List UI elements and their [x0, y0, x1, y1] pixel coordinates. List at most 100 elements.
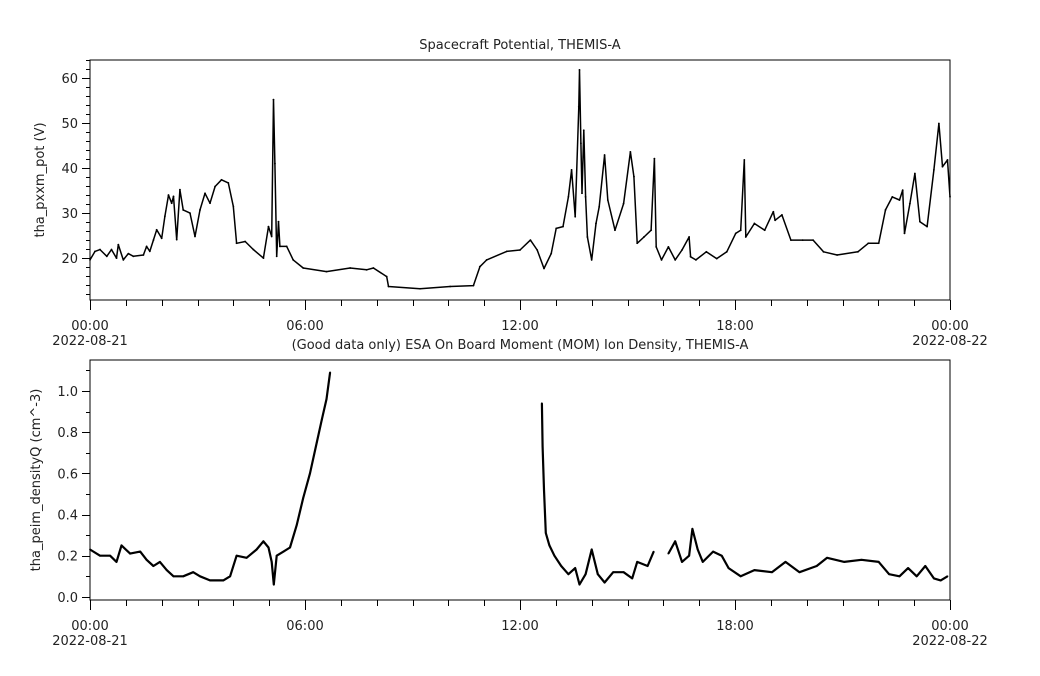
bottom-ytick-label: 1.0	[57, 385, 78, 400]
top-data-point	[643, 236, 645, 238]
top-data-point	[891, 195, 894, 198]
top-data-point	[163, 215, 166, 218]
top-xtick-date-label: 2022-08-22	[912, 334, 988, 349]
bottom-data-point	[120, 544, 123, 547]
top-data-point	[99, 248, 101, 251]
top-data-point	[267, 225, 270, 228]
bottom-data-point	[209, 579, 211, 582]
bottom-xtick-date-label: 2022-08-21	[52, 634, 128, 649]
top-data-point	[590, 259, 593, 261]
bottom-data-point	[295, 523, 298, 526]
top-xtick-time-label: 18:00	[716, 319, 753, 334]
top-data-point	[790, 239, 792, 242]
top-xtick-time-label: 12:00	[501, 319, 538, 334]
top-data-point	[292, 259, 295, 261]
bottom-data-point	[739, 575, 742, 578]
top-data-point	[349, 267, 352, 269]
top-data-point	[903, 232, 906, 235]
top-data-point	[105, 255, 108, 258]
bottom-data-point	[843, 560, 846, 563]
top-data-point	[536, 249, 539, 251]
top-data-point	[252, 248, 255, 251]
top-data-point	[715, 257, 718, 260]
top-data-point	[822, 250, 825, 253]
bottom-data-point	[646, 565, 649, 567]
top-data-point	[365, 268, 368, 271]
top-data-line	[89, 69, 951, 290]
top-data-point	[570, 168, 573, 171]
bottom-data-point	[567, 573, 570, 576]
top-data-point	[204, 192, 206, 195]
bottom-data-point	[674, 540, 677, 543]
top-data-point	[122, 259, 125, 261]
top-data-point	[152, 239, 155, 242]
bottom-data-point	[270, 560, 273, 563]
top-data-point	[567, 195, 570, 198]
top-data-point	[578, 69, 581, 71]
top-data-point	[582, 129, 585, 132]
bottom-data-point	[784, 560, 787, 563]
bottom-data-point	[329, 371, 331, 374]
top-data-point	[603, 154, 606, 156]
bottom-data-point	[578, 583, 581, 586]
bottom-data-point	[603, 581, 606, 584]
bottom-data-point	[560, 565, 563, 567]
top-data-point	[606, 199, 609, 201]
bottom-data-point	[99, 554, 101, 557]
bottom-data-point	[696, 548, 699, 551]
top-data-point	[801, 239, 804, 242]
top-data-point	[763, 229, 766, 232]
top-data-point	[689, 255, 692, 258]
bottom-data-point	[924, 565, 927, 567]
top-data-point	[574, 215, 577, 218]
top-data-point	[836, 254, 839, 256]
bottom-data-point	[229, 575, 232, 578]
top-data-point	[725, 250, 728, 253]
bottom-data-point	[272, 583, 275, 586]
bottom-xtick-time-label: 00:00	[71, 619, 108, 634]
top-data-point	[244, 240, 247, 243]
top-data-point	[529, 239, 532, 242]
top-data-point	[857, 250, 859, 253]
bottom-data-point	[158, 560, 161, 563]
top-data-point	[543, 267, 545, 270]
bottom-xtick-time-label: 06:00	[286, 619, 323, 634]
top-data-point	[279, 245, 281, 248]
bottom-data-point	[139, 550, 142, 553]
top-data-point	[167, 194, 170, 196]
bottom-data-point	[590, 548, 593, 551]
bottom-data-point	[282, 550, 285, 553]
bottom-data-point	[622, 571, 625, 574]
bottom-ytick-label: 0.8	[57, 426, 78, 441]
top-data-point	[274, 162, 276, 165]
bottom-xtick-time-label: 00:00	[931, 619, 968, 634]
top-panel-ylabel: tha_pxxm_pot (V)	[33, 122, 48, 237]
bottom-data-point	[129, 552, 132, 555]
bottom-data-point	[771, 571, 773, 574]
top-ytick-label: 60	[61, 72, 78, 87]
top-data-point	[170, 202, 173, 205]
top-data-point	[132, 255, 135, 258]
top-data-point	[270, 235, 273, 238]
bottom-data-point	[222, 579, 225, 582]
bottom-data-point	[145, 558, 148, 561]
top-data-point	[739, 229, 742, 232]
bottom-data-point	[152, 565, 155, 567]
bottom-data-point	[720, 554, 723, 557]
bottom-data-point	[115, 560, 118, 563]
bottom-data-point	[553, 554, 556, 557]
top-data-point	[598, 205, 601, 208]
top-data-point	[595, 222, 597, 225]
top-data-point	[155, 228, 158, 231]
top-data-point	[209, 202, 211, 205]
top-data-point	[681, 249, 683, 251]
bottom-ytick-label: 0.0	[57, 591, 78, 606]
bottom-data-point	[544, 532, 547, 534]
bottom-data-point	[267, 546, 270, 549]
bottom-data-point	[262, 540, 265, 543]
bottom-data-point	[631, 577, 634, 580]
top-data-point	[688, 236, 691, 238]
top-data-point	[937, 122, 940, 125]
top-data-point	[272, 98, 275, 101]
top-data-point	[277, 220, 280, 223]
